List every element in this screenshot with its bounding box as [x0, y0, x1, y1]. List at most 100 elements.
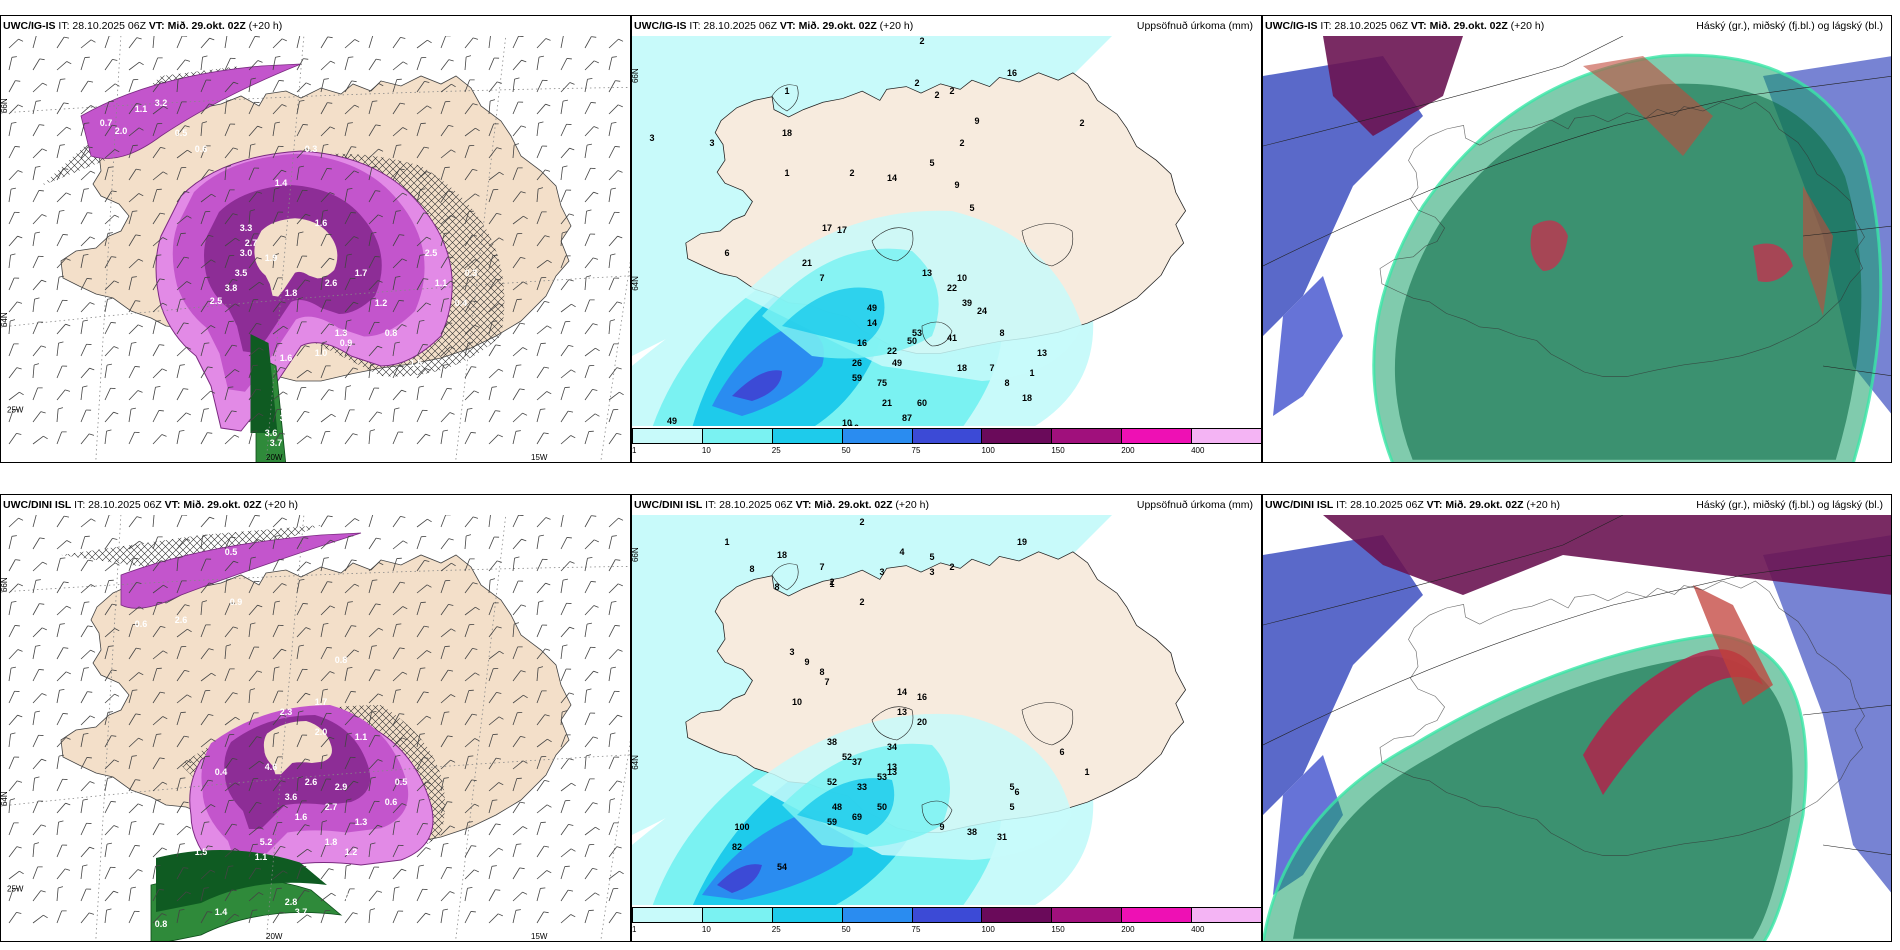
init-time: IT: 28.10.2025 06Z — [702, 499, 796, 511]
value-label: 1 — [784, 168, 789, 178]
value-label: 5 — [929, 552, 934, 562]
value-label: 10 — [792, 697, 802, 707]
value-label: 59 — [852, 373, 862, 383]
colorbar-swatch — [1121, 907, 1193, 923]
colorbar-tick: 200 — [1121, 446, 1135, 455]
value-label: 3.4 — [280, 413, 293, 423]
value-label: 38 — [967, 827, 977, 837]
value-label: 49 — [667, 416, 677, 426]
value-label: 2 — [919, 36, 924, 46]
value-label: 1.3 — [335, 328, 348, 338]
value-label: 7 — [989, 363, 994, 373]
axis-labels: 66N 64N 25W 20W 15W — [1, 98, 548, 462]
value-label: 14 — [897, 687, 907, 697]
coastline-details — [771, 563, 1074, 826]
map-area: 2 1 18 8 7 3 4 5 3 2 8 19 2 1 2 3 9 8 7 10 14 16 13 38 34 20 13 52 3… — [632, 515, 1261, 907]
axis-tick-label: 66N — [1, 98, 9, 113]
colorbar: 1 10 25 50 75 100 150 200 400 — [632, 905, 1261, 941]
value-label: 0.5 — [225, 547, 238, 557]
init-time: IT: 28.10.2025 06Z — [55, 20, 149, 32]
cloud-field — [1263, 515, 1891, 941]
colorbar-swatch — [771, 428, 843, 444]
field-title: Uppsöfnuð úrkoma (mm) — [1136, 499, 1253, 511]
value-label: 18 — [1022, 393, 1032, 403]
colorbar-tick: 10 — [701, 925, 711, 934]
colorbar-tick: 400 — [1191, 446, 1205, 455]
model-name: UWC/IG-IS — [1265, 20, 1318, 32]
contour-75-100 — [732, 370, 782, 401]
value-label: 16 — [917, 692, 927, 702]
value-label: 0.8 — [385, 328, 398, 338]
value-label: 2 — [949, 86, 954, 96]
value-label: 3.0 — [240, 248, 253, 258]
value-label: 7 — [819, 562, 824, 572]
deep-cloud — [1583, 649, 1763, 795]
mid-cloud — [1323, 36, 1463, 136]
value-label: 8 — [1004, 378, 1009, 388]
iceland-outline — [1379, 580, 1865, 856]
value-label: 1 — [784, 86, 789, 96]
value-label: 1.6 — [295, 812, 308, 822]
value-label: 3.7 — [295, 907, 308, 917]
value-label: 5 — [929, 158, 934, 168]
value-label: 10 — [842, 418, 852, 428]
value-label: 2.5 — [425, 248, 438, 258]
value-label: 2 — [829, 577, 834, 587]
colorbar-tick: 25 — [771, 446, 781, 455]
value-label: 3.6 — [285, 792, 298, 802]
value-label: 26 — [852, 358, 862, 368]
value-label: 3.5 — [235, 268, 248, 278]
value-label: 16 — [1007, 68, 1017, 78]
value-label: 1 — [1029, 368, 1034, 378]
value-label: 21 — [882, 398, 892, 408]
value-label: 1.1 — [255, 852, 268, 862]
init-time: IT: 28.10.2025 06Z — [686, 20, 780, 32]
value-label: 1.8 — [285, 288, 298, 298]
value-label: 3 — [879, 567, 884, 577]
value-label: 22 — [887, 346, 897, 356]
panel-accum-precip-dini: UWC/DINI ISL IT: 28.10.2025 06Z VT: Mið.… — [631, 494, 1262, 942]
model-name: UWC/IG-IS — [634, 20, 687, 32]
cloud-field — [1263, 36, 1891, 462]
value-label: 1 — [1084, 767, 1089, 777]
value-label: 0.8 — [335, 655, 348, 665]
value-label: 2.8 — [285, 897, 298, 907]
high-cloud-core — [1394, 83, 1862, 460]
value-label: 22 — [947, 283, 957, 293]
value-label: 19 — [1017, 537, 1027, 547]
panel-header: UWC/IG-IS IT: 28.10.2025 06Z VT: Mið. 29… — [1263, 16, 1891, 36]
value-label: 59 — [827, 817, 837, 827]
axis-tick-label: 64N — [632, 276, 640, 291]
colorbar-tick: 150 — [1051, 925, 1065, 934]
value-label: 75 — [877, 378, 887, 388]
value-label: 13 — [887, 762, 897, 772]
axis-tick-label: 25W — [7, 406, 24, 415]
value-label: 10 — [849, 423, 859, 428]
value-label: 3 — [649, 133, 654, 143]
value-label: 5 — [969, 203, 974, 213]
value-label: 5.2 — [260, 837, 273, 847]
colorbar-tick: 400 — [1191, 925, 1205, 934]
value-label: 1.7 — [315, 697, 328, 707]
value-label: 1.3 — [355, 817, 368, 827]
colorbar-swatch — [701, 907, 773, 923]
value-label: 20 — [917, 717, 927, 727]
value-label: 53 — [877, 772, 887, 782]
value-label: 16 — [857, 338, 867, 348]
iceland-outline — [1379, 101, 1865, 377]
colorbar-swatch — [981, 907, 1053, 923]
value-label: 41 — [947, 333, 957, 343]
wind-barbs — [8, 36, 624, 445]
model-name: UWC/DINI ISL — [1265, 499, 1334, 511]
value-label: 0.3 — [465, 268, 478, 278]
value-label: 2.7 — [325, 802, 338, 812]
map-area — [1263, 36, 1891, 462]
field-title: Uppsöfnuð úrkoma (mm) — [1136, 20, 1253, 32]
panel-cloud-cover-igis: UWC/IG-IS IT: 28.10.2025 06Z VT: Mið. 29… — [1262, 15, 1892, 463]
panel-precip-rate-igis: UWC/IG-IS IT: 28.10.2025 06Z VT: Mið. 29… — [0, 15, 631, 463]
colorbar-tick: 100 — [981, 446, 995, 455]
panel-header: UWC/DINI ISL IT: 28.10.2025 06Z VT: Mið.… — [1263, 495, 1891, 515]
axis-tick-label: 66N — [632, 547, 640, 562]
